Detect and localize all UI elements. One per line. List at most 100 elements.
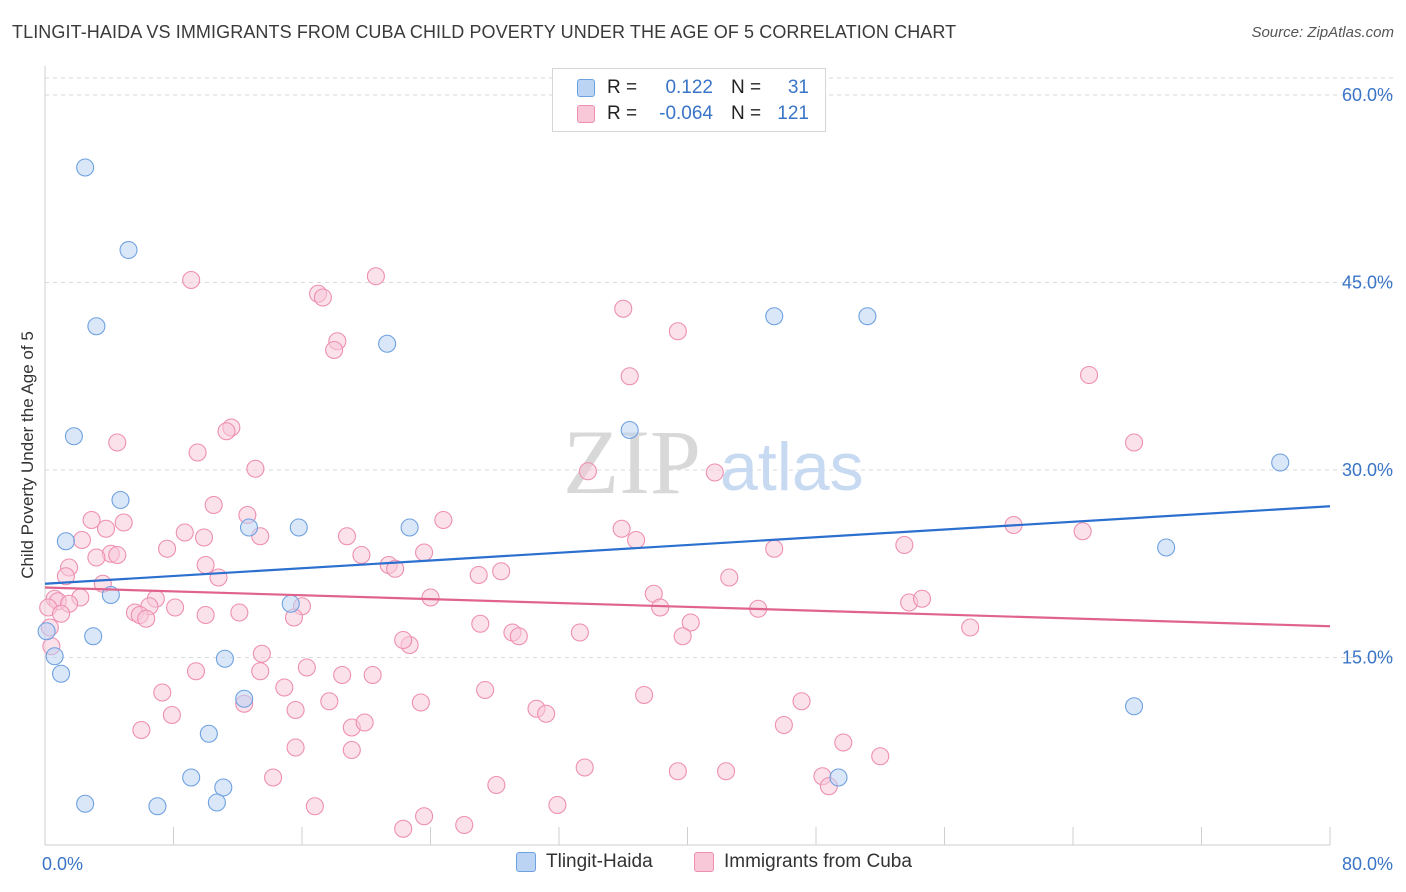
pink-point [320, 692, 339, 711]
pink-point [548, 795, 567, 815]
x-tick-label: 80.0% [1342, 854, 1393, 874]
pink-point [471, 614, 490, 633]
pink-point [394, 819, 413, 838]
pink-point [455, 815, 474, 835]
pink-point [186, 662, 206, 681]
pink-point [153, 683, 172, 702]
chart-title: TLINGIT-HAIDA VS IMMIGRANTS FROM CUBA CH… [12, 22, 957, 42]
pink-point [166, 598, 185, 617]
pink-point [264, 768, 283, 787]
pink-point [82, 510, 101, 530]
y-axis-label: Child Poverty Under the Age of 5 [18, 331, 37, 579]
pink-point [188, 443, 207, 462]
y-tick-label: 30.0% [1342, 460, 1393, 480]
pink-point [108, 545, 127, 565]
blue-point [620, 420, 639, 440]
pink-point [394, 630, 413, 650]
y-tick-label: 45.0% [1342, 273, 1393, 293]
pink-point [705, 463, 724, 482]
pink-point [305, 797, 324, 816]
pink-point [415, 543, 434, 562]
pink-point [217, 422, 236, 441]
pink-point [158, 539, 177, 558]
pink-point [87, 548, 106, 567]
blue-point [84, 627, 103, 646]
watermark: ZIP atlas [563, 411, 864, 513]
blue-point [289, 518, 308, 537]
pink-point [196, 605, 215, 625]
pink-point [421, 588, 440, 607]
pink-point [635, 685, 654, 705]
blue-point [52, 664, 71, 683]
blue-point [56, 532, 75, 551]
pink-point [286, 700, 305, 720]
legend-r-value: -0.064 [659, 103, 713, 124]
pink-point [182, 270, 201, 290]
blue-point [76, 158, 95, 177]
pink-point [162, 705, 181, 725]
blue-point [858, 307, 877, 326]
blue-point [215, 649, 234, 668]
blue-point [765, 307, 784, 326]
pink-point [175, 523, 194, 542]
blue-point [378, 334, 397, 353]
source-label: Source: ZipAtlas.com [1251, 24, 1394, 41]
pink-point [476, 680, 495, 700]
blue-point [64, 427, 83, 446]
pink-point [651, 598, 670, 617]
pink-point [895, 535, 914, 555]
pink-point [871, 747, 890, 766]
legend-n-label: N = [731, 77, 762, 98]
pink-point [297, 658, 316, 677]
pink-point [912, 589, 932, 608]
legend-r-label: R = [607, 103, 638, 124]
pink-point [137, 609, 156, 628]
points-layer [37, 158, 1290, 838]
pink-point [230, 603, 249, 622]
pink-point [681, 613, 700, 632]
pink-point [132, 720, 151, 740]
pink-point [434, 510, 453, 530]
pink-point [627, 530, 646, 550]
immigrants-from-cuba-swatch [694, 852, 714, 872]
tlingit-haida-swatch [516, 852, 536, 872]
pink-point [204, 495, 223, 515]
pink-point [337, 527, 357, 546]
legend-item-immigrants-from-cuba: Immigrants from Cuba [694, 851, 912, 873]
pink-point [578, 462, 597, 481]
pink-point [52, 604, 71, 623]
legend-n-label: N = [731, 103, 762, 124]
pink-point [252, 644, 271, 663]
y-tick-label: 15.0% [1342, 648, 1393, 668]
blue-point [829, 768, 848, 787]
pink-point [792, 692, 811, 711]
series-legend: Tlingit-Haida Immigrants from Cuba [0, 851, 1406, 877]
blue-point [37, 622, 56, 641]
x-tick-label: 0.0% [42, 854, 83, 874]
pink-point [333, 665, 352, 685]
pink-point [352, 545, 371, 565]
legend-label: Immigrants from Cuba [724, 851, 912, 872]
pink-swatch [577, 105, 595, 123]
blue-point [148, 797, 167, 816]
blue-point [1271, 453, 1290, 472]
pink-point [196, 555, 215, 575]
pink-point [834, 733, 853, 752]
tick-label-layer: 15.0% 30.0% 45.0% 60.0% 0.0% 80.0% [42, 85, 1393, 874]
pink-point [469, 565, 488, 585]
pink-point [313, 288, 332, 307]
legend-n-value: 31 [787, 77, 809, 98]
pink-point [492, 562, 511, 581]
pink-point [275, 678, 294, 697]
y-tick-label: 60.0% [1342, 85, 1393, 105]
pink-point [673, 627, 692, 646]
pink-point [251, 662, 270, 681]
pink-point [386, 559, 405, 578]
blue-point [214, 778, 233, 797]
pink-point [575, 758, 594, 777]
pink-point [765, 539, 784, 558]
legend-r-value: 0.122 [665, 77, 713, 98]
pink-point [209, 568, 228, 587]
blue-point [87, 317, 106, 336]
